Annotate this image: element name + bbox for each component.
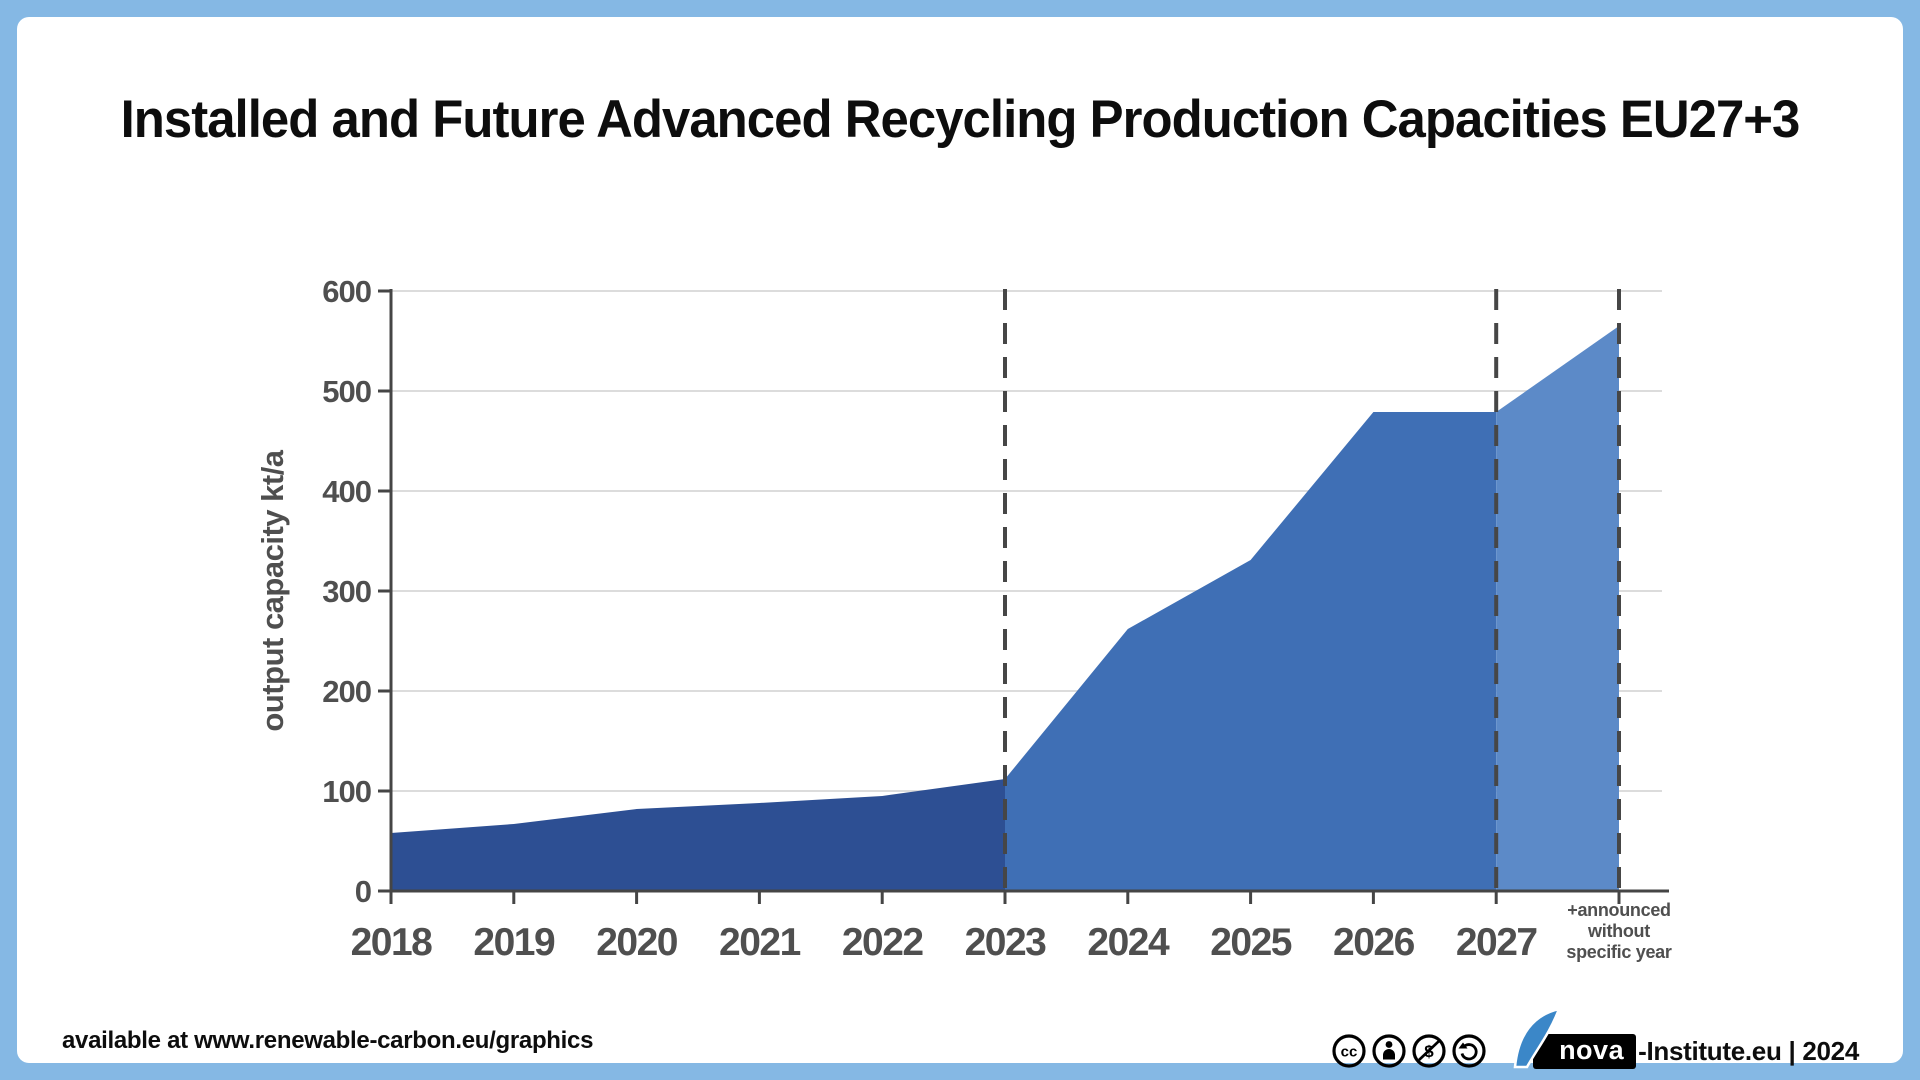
cc-nc-icon: $ — [1412, 1034, 1446, 1068]
x-tick-label-2020: 2020 — [596, 921, 678, 964]
x-tick-label-2019: 2019 — [473, 921, 555, 964]
x-tick-label-announced-line-0: +announced — [1567, 900, 1671, 920]
y-tick-label-400: 400 — [322, 474, 371, 509]
footer-branding: cc $ — [1331, 1006, 1859, 1077]
x-tick-label-2026: 2026 — [1333, 921, 1415, 964]
area-series-2 — [1496, 326, 1619, 891]
nova-logo-sail-icon — [1513, 1006, 1562, 1068]
x-tick-label-2024: 2024 — [1087, 921, 1170, 964]
y-axis-title: output capacity kt/a — [255, 449, 290, 731]
cc-icon: cc — [1332, 1034, 1366, 1068]
y-tick-label-0: 0 — [355, 874, 371, 909]
y-tick-label-600: 600 — [322, 274, 371, 309]
gridlines — [391, 290, 1662, 792]
y-tick-label-300: 300 — [322, 574, 371, 609]
x-tick-label-announced-line-1: without — [1587, 921, 1650, 941]
y-tick-label-200: 200 — [322, 674, 371, 709]
x-tick-label-2018: 2018 — [351, 921, 433, 964]
svg-text:cc: cc — [1341, 1044, 1358, 1061]
x-tick-label-2022: 2022 — [842, 921, 924, 964]
nova-institute-logo: nova -Institute.eu | 2024 — [1513, 1006, 1859, 1069]
x-tick-label-2023: 2023 — [965, 921, 1047, 964]
page-title: Installed and Future Advanced Recycling … — [120, 90, 1801, 149]
cc-by-icon — [1372, 1034, 1406, 1068]
institute-year-text: -Institute.eu | 2024 — [1638, 1035, 1859, 1066]
cc-license-icons: cc $ — [1331, 1033, 1487, 1069]
x-tick-label-2021: 2021 — [719, 921, 801, 964]
x-tick-label-2025: 2025 — [1210, 921, 1292, 964]
source-url-text: available at www.renewable-carbon.eu/gra… — [62, 1027, 594, 1054]
chart-panel: Installed and Future Advanced Recycling … — [17, 17, 1903, 1069]
x-tick-label-2027: 2027 — [1456, 921, 1537, 964]
nova-logo-text: nova — [1533, 1033, 1637, 1069]
area-series-0 — [391, 779, 1005, 891]
y-axis-ticks: 0 100 200 300 400 500 600 — [322, 274, 391, 909]
x-tick-label-announced-line-2: specific year — [1566, 942, 1671, 962]
y-tick-label-100: 100 — [322, 774, 371, 809]
y-tick-label-500: 500 — [322, 374, 371, 409]
area-series-1 — [1005, 412, 1497, 891]
cc-sa-icon — [1452, 1034, 1486, 1068]
x-axis-ticks: 2018 2019 2020 2021 2022 2023 2024 2025 2026 2027… — [351, 891, 1672, 964]
